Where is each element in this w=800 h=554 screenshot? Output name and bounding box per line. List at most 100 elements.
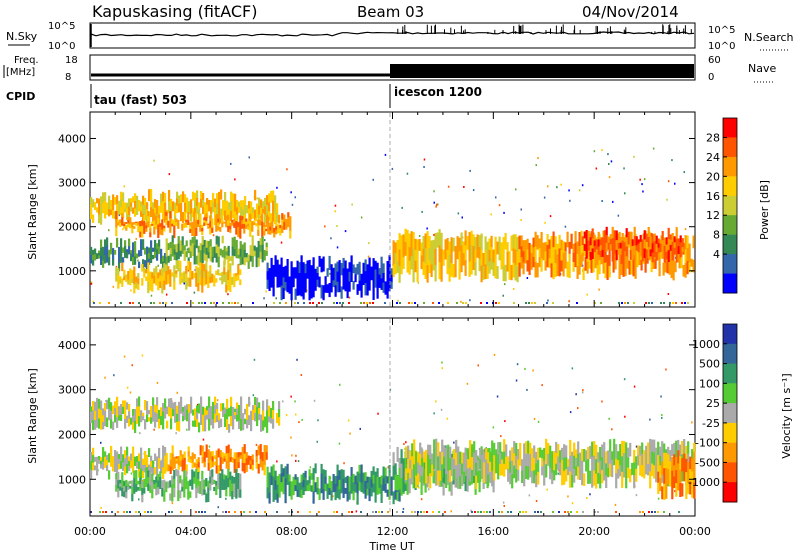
range-gate-cell [112,259,115,266]
range-gate-cell [338,260,341,272]
range-gate-cell [156,463,159,471]
range-gate-cell [306,260,309,270]
range-gate-cell [152,467,155,476]
range-gate-cell [688,252,691,263]
range-gate-cell [599,474,602,489]
y-tick-label: 2000 [58,221,86,234]
range-gate-cell [177,480,180,491]
range-gate-cell [398,478,401,490]
range-gate-cell [193,245,196,256]
range-gate-cell [154,199,157,209]
range-gate-cell [488,250,491,263]
range-gate-cell [605,475,608,488]
range-gate-cell [439,451,442,462]
noise-point [612,200,614,203]
velocity-colorbar-label: Velocity [m s⁻¹] [780,373,793,458]
range-gate-cell [90,452,93,462]
range-gate-cell [672,265,675,281]
range-gate-cell [237,480,240,490]
range-gate-cell [244,205,247,215]
noise-point [502,501,505,504]
range-gate-cell [178,203,181,213]
range-gate-cell [132,409,135,417]
range-gate-cell [253,220,256,223]
range-gate-cell [122,257,125,263]
noise-point [317,419,319,422]
range-gate-cell [613,438,616,453]
range-gate-cell [124,450,127,459]
range-gate-cell [231,475,234,484]
range-gate-cell [354,475,357,485]
range-gate-cell [106,417,109,427]
range-gate-cell [559,450,562,464]
range-gate-cell [180,194,183,204]
range-gate-cell [140,410,143,417]
range-gate-cell [126,402,129,410]
range-gate-cell [215,220,218,227]
range-gate-cell [221,235,224,244]
range-gate-cell [441,452,444,465]
range-gate-cell [260,207,263,217]
range-gate-cell [132,242,135,251]
range-gate-cell [302,480,305,488]
range-gate-cell [617,460,620,470]
range-gate-cell [647,227,650,238]
range-gate-cell [439,461,442,472]
range-gate-cell [625,457,628,474]
range-gate-cell [374,269,377,279]
range-gate-cell [210,418,213,426]
range-gate-cell [459,476,462,489]
range-gate-cell [106,245,109,255]
noise-point [537,157,539,160]
range-gate-cell [221,249,224,258]
range-gate-cell [132,415,135,423]
range-gate-cell [279,231,282,236]
range-gate-cell [112,248,115,255]
noise-point [586,497,588,500]
range-gate-cell [150,461,153,468]
range-gate-cell [199,257,202,266]
range-gate-cell [550,249,553,264]
range-gate-cell [239,452,242,456]
range-gate-cell [102,408,105,416]
range-gate-cell [526,238,529,250]
range-gate-cell [130,453,133,462]
range-gate-cell [479,447,482,460]
range-gate-cell [278,214,281,224]
range-gate-cell [123,491,126,498]
range-gate-cell [649,455,652,473]
range-gate-cell [185,471,188,478]
range-gate-cell [125,274,128,279]
range-gate-cell [197,222,200,225]
range-gate-cell [691,484,694,498]
range-gate-cell [146,209,149,217]
range-gate-cell [624,261,627,277]
range-gate-cell [356,471,359,483]
range-gate-cell [684,263,687,278]
range-gate-cell [272,401,275,411]
range-gate-cell [408,233,411,248]
range-gate-cell [265,242,268,248]
range-gate-cell [135,222,138,225]
range-gate-cell [215,489,218,495]
range-gate-cell [147,272,150,284]
colorbar-swatch [723,462,737,483]
range-gate-cell [657,247,660,253]
ground-scatter-cell [432,511,434,513]
range-gate-cell [513,441,516,454]
range-gate-cell [266,466,269,478]
noise-point [186,428,188,431]
range-gate-cell [151,278,154,286]
range-gate-cell [274,470,277,481]
range-gate-cell [691,471,694,485]
range-gate-cell [165,458,168,466]
range-gate-cell [193,254,196,265]
range-gate-cell [181,226,184,231]
range-gate-cell [169,248,172,255]
range-gate-cell [236,199,239,208]
range-gate-cell [243,228,246,234]
range-gate-cell [272,410,275,420]
range-gate-cell [288,276,291,286]
range-gate-cell [669,469,672,479]
noise-point [589,493,591,496]
